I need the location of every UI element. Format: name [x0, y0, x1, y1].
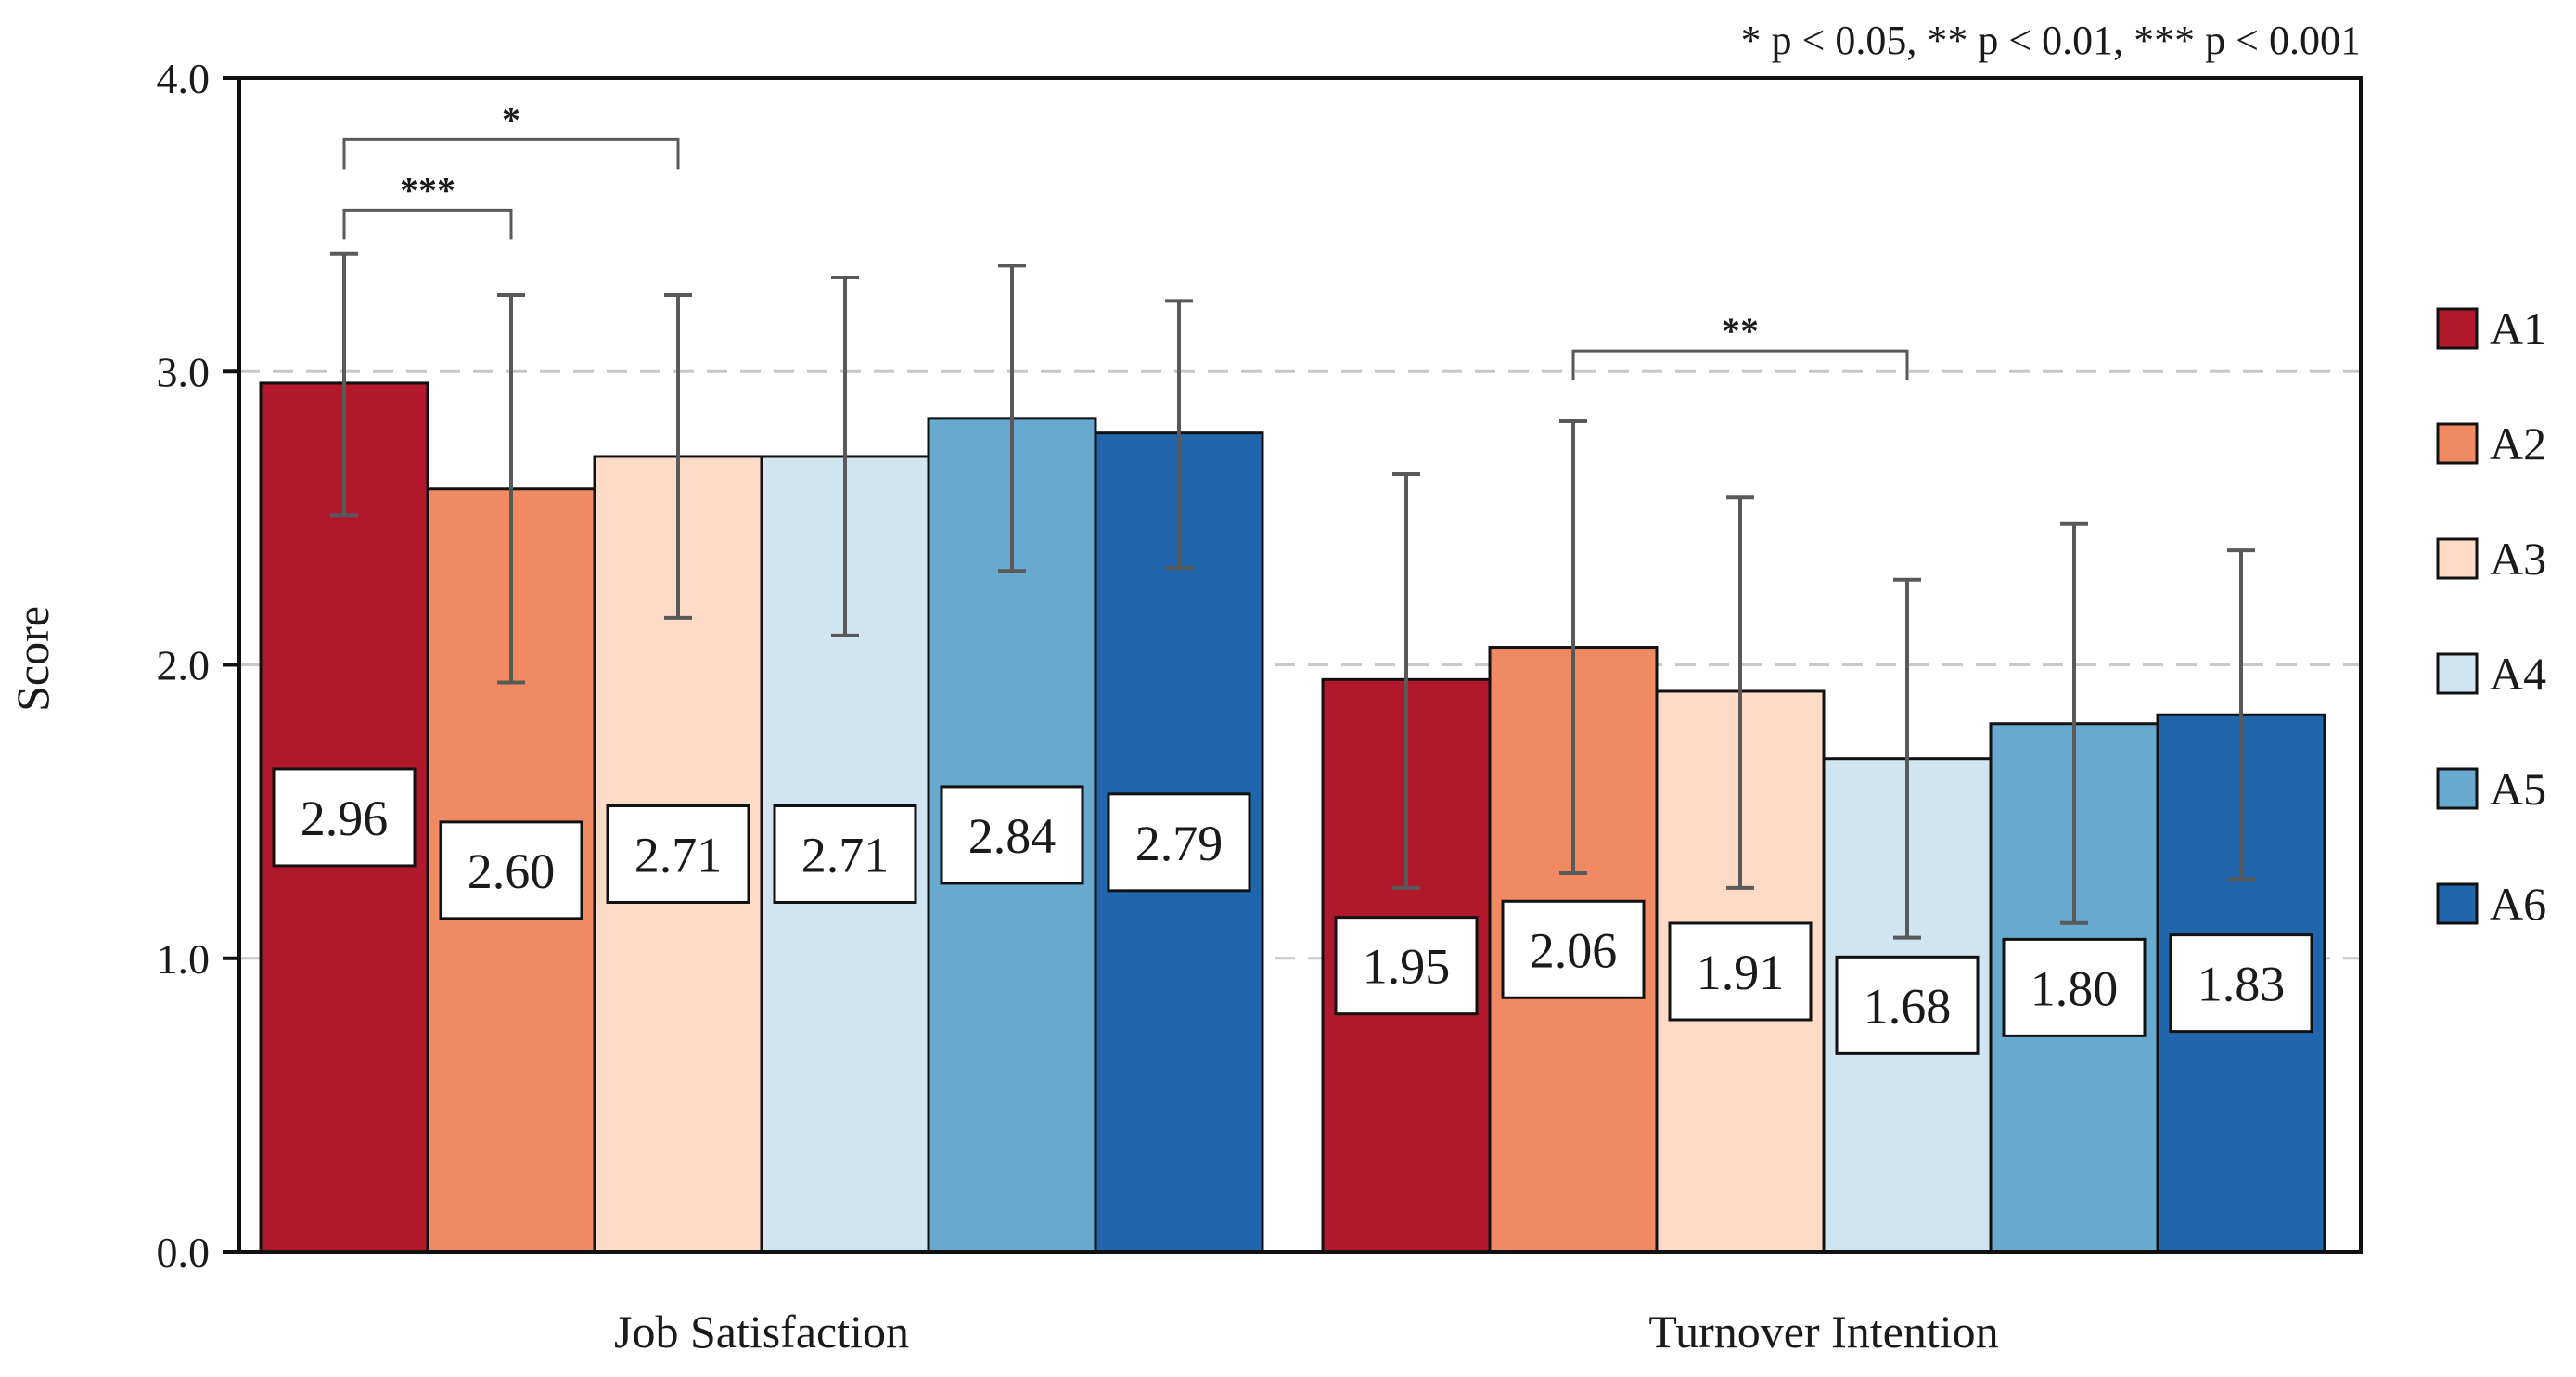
data-label-a2-1: 2.06: [1530, 922, 1618, 978]
category-label-0: Job Satisfaction: [614, 1306, 909, 1358]
data-label-box-a1-1: [1334, 916, 1479, 1016]
data-label-a3-0: 2.71: [634, 827, 723, 882]
significance-label-0: *: [502, 98, 520, 140]
legend: A1 A2 A3 A4 A5 A6: [2436, 302, 2546, 930]
data-labels: 2.96 2.60 2.71 2.71 2.84 2.79 1.95 2.06 1.91 1.68…: [272, 767, 2313, 1055]
y-tick-label-2: 2.0: [157, 642, 211, 689]
significance-bracket-2: [1571, 349, 1909, 381]
category-label-1: Turnover Intention: [1648, 1306, 1998, 1358]
axes: Job Satisfaction Turnover Intention 0.0 1.0…: [157, 55, 2363, 1358]
significance-bracket-0: [342, 137, 680, 170]
data-label-box-a3-1: [1668, 921, 1813, 1022]
legend-swatch-a3: [2436, 537, 2479, 580]
legend-label-a4: A4: [2490, 648, 2546, 700]
legend-label-a6: A6: [2490, 878, 2546, 930]
data-label-a1-1: 1.95: [1363, 939, 1451, 995]
data-label-box-a2-0: [439, 820, 583, 920]
data-label-a1-0: 2.96: [301, 791, 389, 846]
legend-label-a5: A5: [2490, 763, 2546, 815]
legend-label-a3: A3: [2490, 533, 2546, 585]
legend-swatch-a1: [2436, 307, 2479, 350]
significance-label-2: **: [1722, 310, 1759, 352]
data-label-a5-0: 2.84: [968, 808, 1057, 864]
legend-swatch-a2: [2436, 422, 2479, 465]
data-label-box-a5-0: [940, 785, 1084, 885]
y-tick-label-4: 4.0: [157, 55, 211, 102]
data-label-box-a1-0: [272, 767, 417, 868]
significance-label-1: ***: [400, 169, 455, 211]
legend-label-a2: A2: [2490, 418, 2546, 470]
y-tick-label-1: 1.0: [157, 935, 211, 983]
significance-bracket-1: [342, 208, 513, 240]
significance-brackets: ******: [342, 98, 1909, 381]
error-bars: [330, 251, 2255, 940]
legend-label-a1: A1: [2490, 302, 2546, 354]
data-label-a4-0: 2.71: [801, 827, 890, 882]
data-label-box-a6-0: [1107, 792, 1251, 893]
legend-swatch-a6: [2436, 882, 2479, 925]
data-label-box-a6-1: [2169, 933, 2313, 1034]
y-axis-title: Score: [6, 606, 58, 712]
legend-swatch-a5: [2436, 767, 2479, 810]
y-tick-label-3: 3.0: [157, 348, 211, 395]
data-label-a6-0: 2.79: [1135, 816, 1224, 871]
bars: [259, 381, 2326, 1254]
data-label-box-a5-1: [2002, 937, 2147, 1037]
data-label-a2-0: 2.60: [468, 843, 556, 899]
data-label-box-a3-0: [606, 804, 750, 904]
legend-swatch-a4: [2436, 652, 2479, 695]
data-label-box-a4-1: [1835, 955, 1980, 1055]
y-tick-label-0: 0.0: [157, 1229, 211, 1276]
data-label-box-a2-1: [1501, 899, 1646, 999]
data-label-box-a4-0: [773, 804, 917, 904]
data-label-a4-1: 1.68: [1864, 978, 1952, 1034]
data-label-a6-1: 1.83: [2198, 957, 2286, 1012]
data-label-a3-1: 1.91: [1697, 945, 1785, 1000]
significance-note: * p < 0.05, ** p < 0.01, *** p < 0.001: [1741, 18, 2361, 63]
data-label-a5-1: 1.80: [2031, 960, 2119, 1016]
